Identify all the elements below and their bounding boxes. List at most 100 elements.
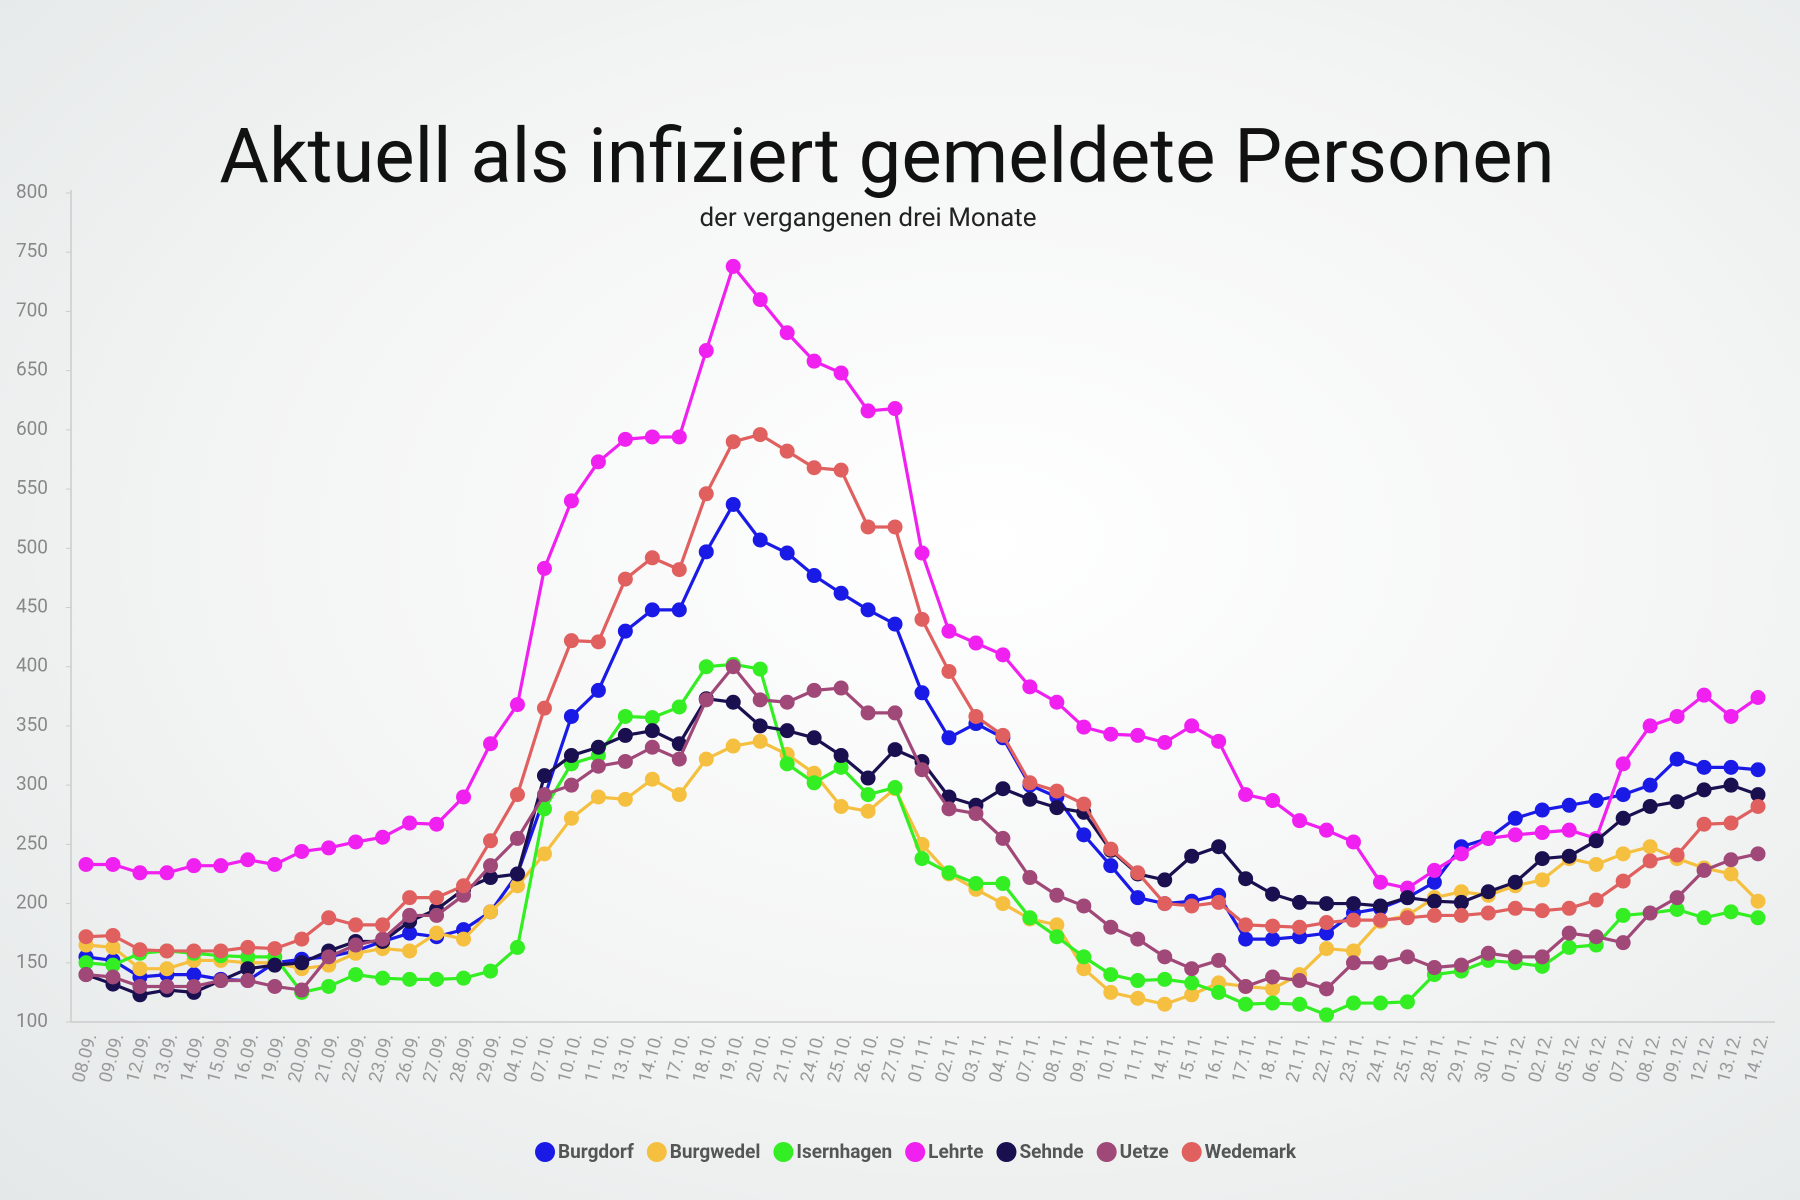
data-point xyxy=(159,978,175,994)
data-point xyxy=(590,634,606,650)
data-point xyxy=(644,710,660,726)
data-point xyxy=(1103,726,1119,742)
data-point xyxy=(1184,898,1200,914)
data-point xyxy=(590,789,606,805)
data-point xyxy=(779,443,795,459)
data-point xyxy=(617,708,633,724)
data-point xyxy=(159,961,175,977)
data-point xyxy=(1426,907,1442,923)
data-point xyxy=(1292,973,1308,989)
data-point xyxy=(1696,910,1712,926)
data-point xyxy=(1345,995,1361,1011)
data-point xyxy=(995,896,1011,912)
data-point xyxy=(1265,793,1281,809)
legend-label: Lehrte xyxy=(928,1140,983,1163)
data-point xyxy=(186,967,202,983)
data-point xyxy=(1130,727,1146,743)
data-point xyxy=(698,751,714,767)
data-point xyxy=(1130,990,1146,1006)
data-point xyxy=(132,942,148,958)
data-point xyxy=(887,705,903,721)
data-point xyxy=(1292,996,1308,1012)
data-point xyxy=(1265,995,1281,1011)
data-point xyxy=(375,931,391,947)
data-point xyxy=(1130,865,1146,881)
data-point xyxy=(1049,917,1065,933)
data-point xyxy=(806,682,822,698)
data-point xyxy=(725,659,741,675)
data-point xyxy=(806,775,822,791)
data-point xyxy=(968,708,984,724)
data-point xyxy=(779,545,795,561)
data-point xyxy=(806,568,822,584)
data-point xyxy=(1750,762,1766,778)
data-point xyxy=(1561,797,1577,813)
data-point xyxy=(860,787,876,803)
y-tick-label: 650 xyxy=(16,358,48,381)
data-point xyxy=(1345,896,1361,912)
data-point xyxy=(779,325,795,341)
series-line xyxy=(85,739,1760,1006)
data-point xyxy=(644,739,660,755)
data-point xyxy=(941,730,957,746)
legend-marker xyxy=(646,1142,667,1162)
data-point xyxy=(78,856,94,872)
data-point xyxy=(1319,822,1335,838)
data-point xyxy=(348,967,364,983)
data-point xyxy=(644,771,660,787)
data-point xyxy=(1265,981,1281,997)
data-point xyxy=(1669,901,1685,917)
data-point xyxy=(1238,996,1254,1012)
data-point xyxy=(1480,884,1496,900)
data-point xyxy=(1022,791,1038,807)
data-point xyxy=(1157,949,1173,965)
data-point xyxy=(779,723,795,739)
data-point xyxy=(806,730,822,746)
data-point xyxy=(1453,957,1469,973)
data-point xyxy=(1642,718,1658,734)
data-point xyxy=(698,659,714,675)
data-point xyxy=(1076,949,1092,965)
data-point xyxy=(563,748,579,764)
data-point xyxy=(483,870,499,886)
y-tick-label: 600 xyxy=(16,417,48,440)
data-point xyxy=(1534,903,1550,919)
data-point xyxy=(1184,848,1200,864)
data-point xyxy=(267,978,283,994)
data-point xyxy=(1588,929,1604,945)
legend-label: Burgdorf xyxy=(558,1140,634,1163)
legend-marker xyxy=(1181,1142,1202,1162)
data-point xyxy=(1399,949,1415,965)
data-point xyxy=(1642,905,1658,921)
data-point xyxy=(1372,898,1388,914)
data-point xyxy=(968,806,984,822)
data-point xyxy=(105,928,121,944)
data-point xyxy=(1211,733,1227,749)
data-point xyxy=(456,878,472,894)
data-point xyxy=(429,890,445,906)
data-point xyxy=(402,815,418,831)
y-tick-label: 800 xyxy=(16,180,48,203)
data-point xyxy=(294,982,310,998)
data-point xyxy=(1723,759,1739,775)
data-point xyxy=(1723,777,1739,793)
data-point xyxy=(779,694,795,710)
series-line xyxy=(85,665,1759,992)
data-point xyxy=(1642,798,1658,814)
data-point xyxy=(509,697,525,713)
data-point xyxy=(833,585,849,601)
data-point xyxy=(267,941,283,957)
data-point xyxy=(456,970,472,986)
data-point xyxy=(1750,846,1766,862)
data-point xyxy=(483,904,499,920)
data-point xyxy=(78,967,94,983)
data-point xyxy=(1157,896,1173,912)
data-point xyxy=(321,840,337,856)
y-tick-label: 550 xyxy=(16,476,48,499)
data-point xyxy=(617,431,633,447)
data-point xyxy=(671,699,687,715)
data-point xyxy=(509,878,525,894)
data-point xyxy=(995,781,1011,797)
data-point xyxy=(1480,830,1496,846)
data-point xyxy=(348,937,364,953)
